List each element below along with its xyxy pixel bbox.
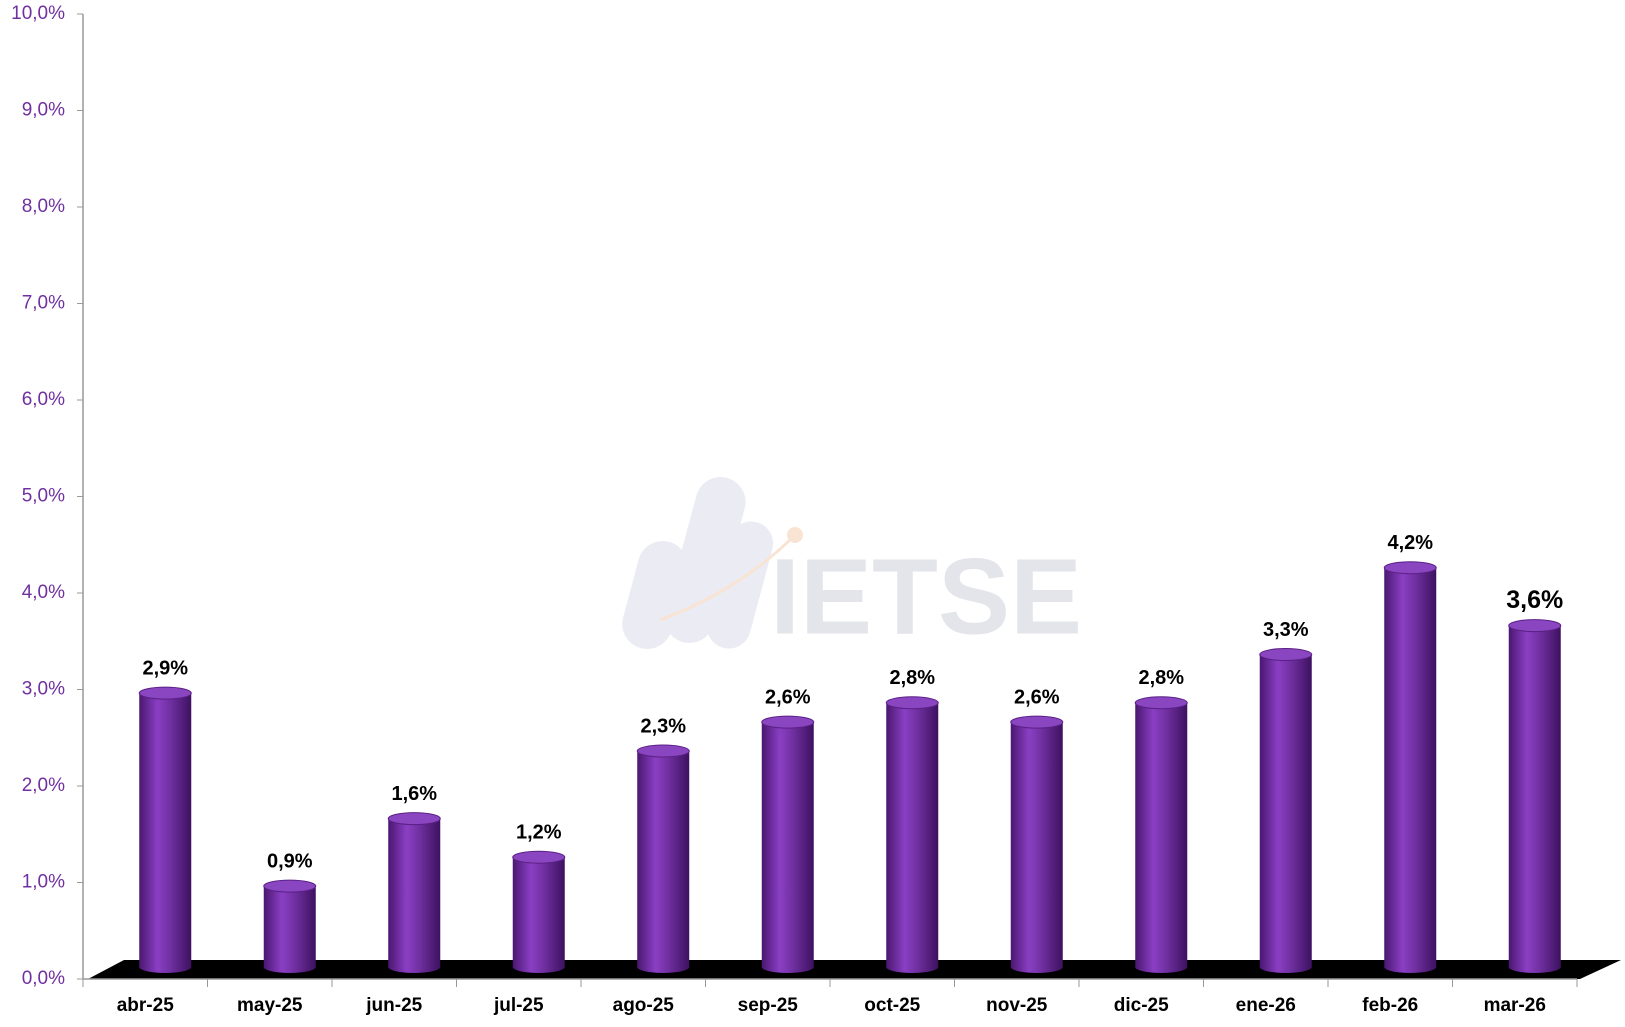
bar — [1508, 625, 1561, 973]
bar-cylinder — [885, 696, 939, 973]
bar — [761, 722, 814, 973]
bar-top — [761, 715, 815, 729]
bar-top — [1134, 696, 1188, 710]
value-label: 3,6% — [1506, 586, 1563, 614]
bar — [263, 886, 316, 973]
x-tick-label: jun-25 — [365, 995, 422, 1016]
bar — [388, 818, 441, 973]
bar-top — [512, 850, 566, 864]
bar-cylinder — [1508, 619, 1562, 973]
value-label: 2,6% — [1014, 686, 1060, 708]
bar — [1259, 654, 1312, 973]
logo-dot — [787, 527, 803, 543]
x-tick-label: ene-26 — [1236, 995, 1296, 1016]
bar — [1135, 702, 1188, 973]
value-label: 1,2% — [516, 821, 562, 843]
x-tick-label: oct-25 — [864, 995, 920, 1016]
bar-cylinder — [636, 744, 690, 973]
watermark-logo: IETSE — [622, 477, 1082, 657]
bar-top — [1010, 715, 1064, 729]
y-tick-label: 1,0% — [22, 872, 65, 893]
y-tick-label: 2,0% — [22, 775, 65, 796]
value-label: 2,6% — [765, 686, 811, 708]
bar-top — [387, 812, 441, 826]
value-label: 2,8% — [1138, 667, 1184, 689]
x-tick-label: may-25 — [237, 995, 303, 1016]
y-tick-label: 9,0% — [22, 100, 65, 121]
bar-top — [885, 696, 939, 710]
bar — [886, 702, 939, 973]
y-tick-label: 7,0% — [22, 293, 65, 314]
bar-top — [636, 744, 690, 758]
x-tick-label: mar-26 — [1484, 995, 1546, 1016]
value-label: 3,3% — [1263, 619, 1309, 641]
bar — [1384, 567, 1437, 973]
x-tick-label: ago-25 — [613, 995, 675, 1016]
value-label: 2,8% — [889, 667, 935, 689]
y-tick-label: 6,0% — [22, 389, 65, 410]
bar-top — [1508, 619, 1562, 633]
bar-cylinder — [761, 715, 815, 973]
y-tick-label: 4,0% — [22, 582, 65, 603]
bar-cylinder — [387, 812, 441, 973]
x-tick-label: abr-25 — [117, 995, 174, 1016]
value-label: 2,9% — [142, 657, 188, 679]
value-label: 4,2% — [1387, 532, 1433, 554]
bar-top — [263, 879, 317, 893]
bar — [637, 751, 690, 973]
logo-arc — [659, 533, 797, 622]
bar — [139, 693, 192, 973]
y-tick-label: 3,0% — [22, 679, 65, 700]
bar-top — [138, 686, 192, 700]
bar-cylinder — [1259, 648, 1313, 973]
logo-bar — [664, 477, 746, 643]
bar-top — [1259, 648, 1313, 662]
watermark-text: IETSE — [770, 536, 1082, 657]
x-tick-label: dic-25 — [1114, 995, 1169, 1016]
value-label: 2,3% — [640, 715, 686, 737]
bar — [512, 857, 565, 973]
x-tick-label: nov-25 — [986, 995, 1048, 1016]
bar-top — [1383, 561, 1437, 575]
floor — [88, 960, 1621, 979]
bar — [1010, 722, 1063, 973]
bar-cylinder — [512, 850, 566, 973]
bar-cylinder — [263, 879, 317, 973]
y-tick-label: 10,0% — [11, 3, 65, 24]
value-label: 0,9% — [267, 850, 313, 872]
y-tick-label: 0,0% — [22, 968, 65, 989]
x-tick-label: sep-25 — [738, 995, 799, 1016]
y-tick-label: 5,0% — [22, 486, 65, 507]
x-tick-label: jul-25 — [493, 995, 544, 1016]
bar-cylinder — [1010, 715, 1064, 973]
bar-cylinder — [138, 686, 192, 973]
x-tick-label: feb-26 — [1362, 995, 1418, 1016]
y-tick-label: 8,0% — [22, 196, 65, 217]
logo-bar — [706, 521, 774, 649]
value-label: 1,6% — [391, 783, 437, 805]
bar-cylinder — [1134, 696, 1188, 973]
bar-cylinder — [1383, 561, 1437, 973]
